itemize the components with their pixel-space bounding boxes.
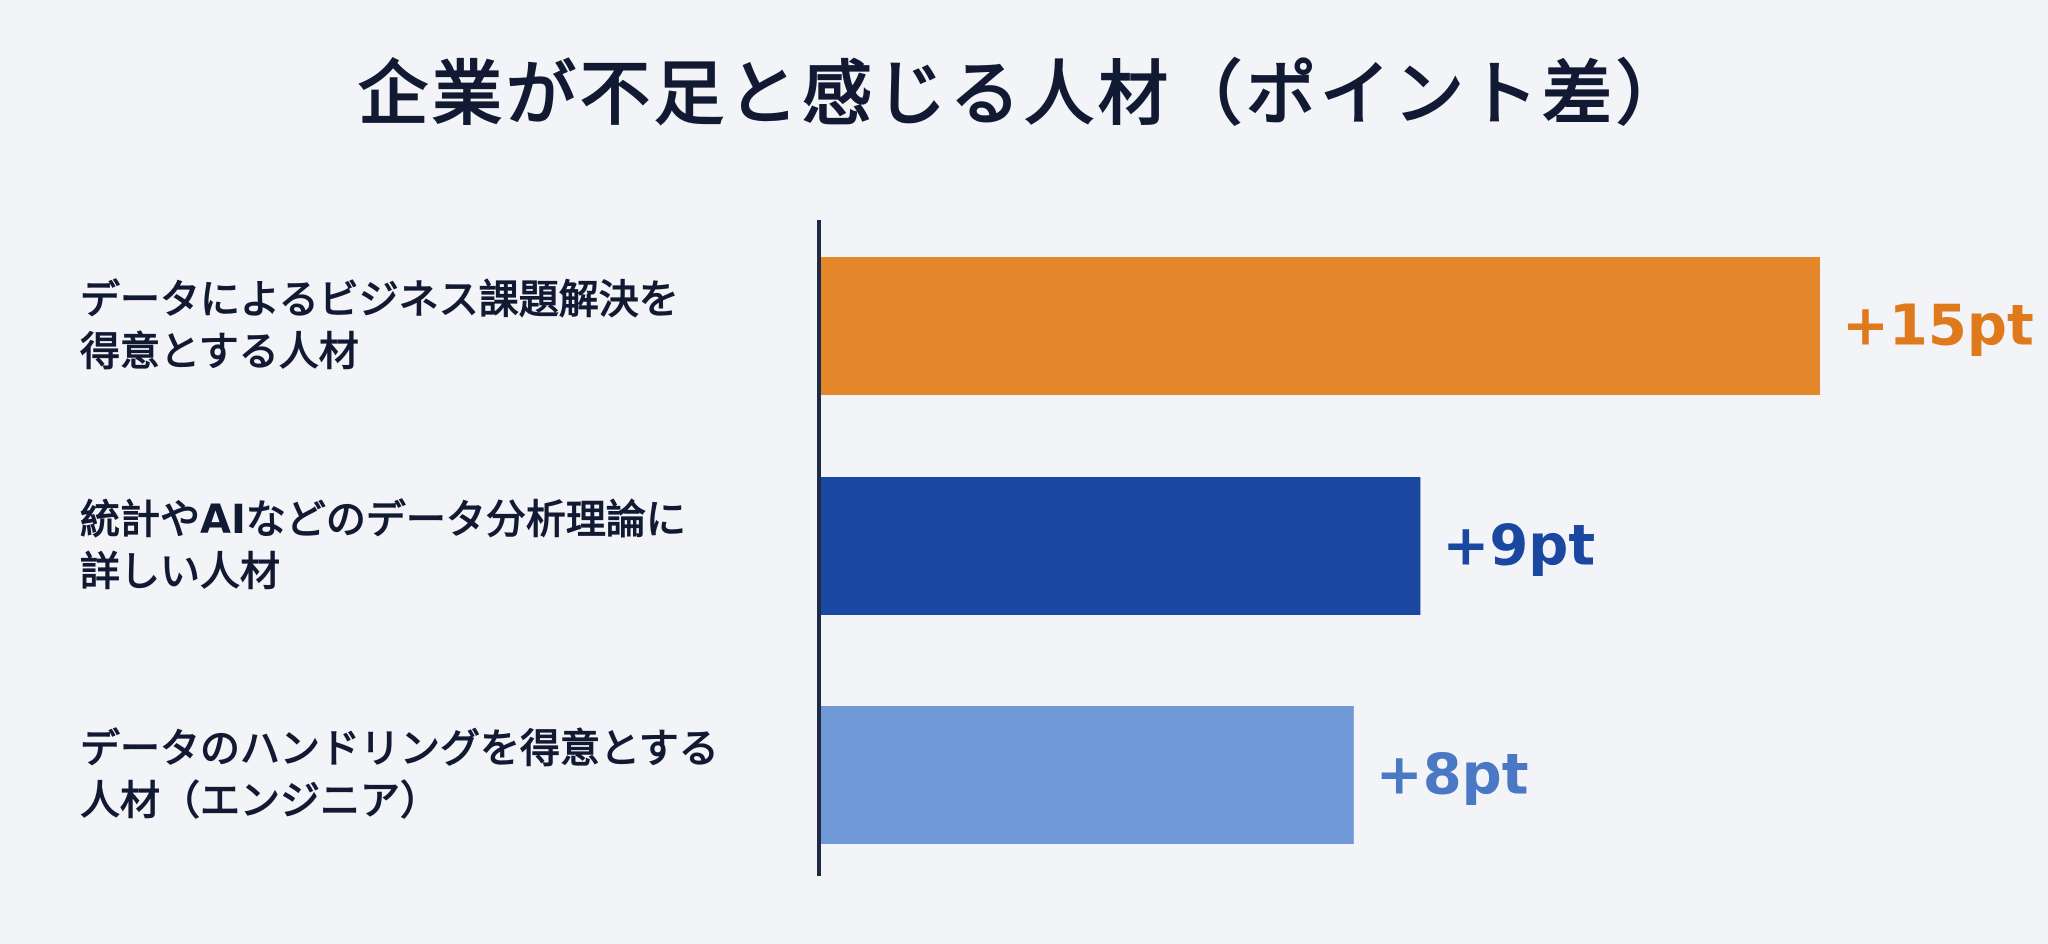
category-label-2-line-1: 統計やAIなどのデータ分析理論に bbox=[80, 497, 686, 543]
value-label-1: +15pt bbox=[1842, 294, 2034, 359]
category-label-2-line-2: 詳しい人材 bbox=[80, 549, 280, 595]
value-label-3: +8pt bbox=[1376, 743, 1529, 808]
value-label-2: +9pt bbox=[1442, 514, 1595, 579]
bar-1 bbox=[821, 257, 1820, 395]
bar-3 bbox=[821, 706, 1354, 844]
category-label-3-line-1: データのハンドリングを得意とする bbox=[80, 726, 719, 772]
bar-2 bbox=[821, 477, 1421, 615]
category-label-1-line-2: 得意とする人材 bbox=[80, 329, 359, 375]
chart-title: 企業が不足と感じる人材（ポイント差） bbox=[358, 53, 1690, 135]
category-label-1-line-1: データによるビジネス課題解決を bbox=[80, 277, 679, 323]
category-label-3-line-2: 人材（エンジニア） bbox=[80, 778, 440, 824]
